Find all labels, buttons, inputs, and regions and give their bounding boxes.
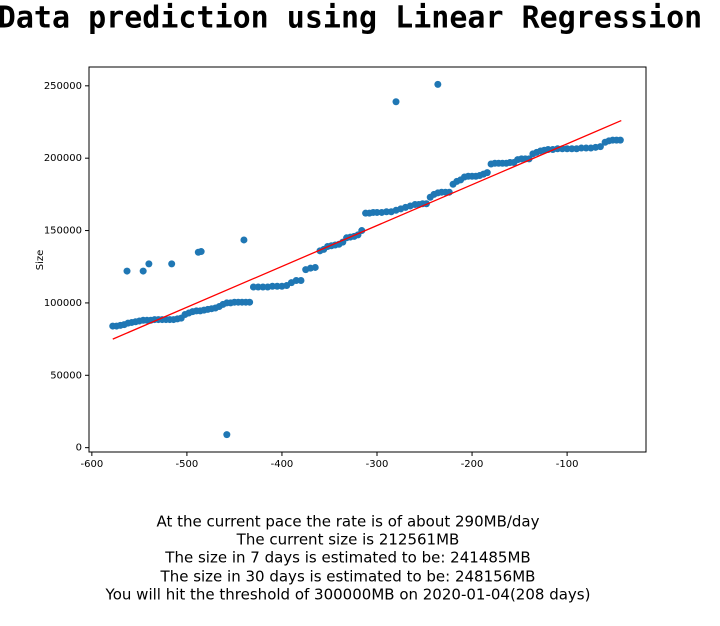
y-tick-label: 100000 bbox=[44, 298, 82, 309]
y-tick-label: 150000 bbox=[44, 226, 82, 237]
y-tick-label: 0 bbox=[76, 443, 82, 454]
y-tick-label: 250000 bbox=[44, 81, 82, 92]
summary-line: The current size is 212561MB bbox=[236, 531, 460, 549]
data-point bbox=[392, 98, 400, 106]
data-point bbox=[223, 431, 231, 439]
x-tick-label: -200 bbox=[461, 459, 484, 470]
data-point bbox=[311, 263, 319, 271]
x-axis-label: Days bbox=[355, 473, 380, 484]
data-point bbox=[240, 236, 248, 244]
data-point bbox=[434, 80, 442, 88]
data-point bbox=[596, 143, 604, 151]
y-axis-label: Size bbox=[35, 250, 46, 271]
y-tick-label: 50000 bbox=[50, 370, 82, 381]
data-point bbox=[616, 136, 624, 144]
plot-frame bbox=[88, 66, 647, 453]
x-tick-label: -500 bbox=[176, 459, 199, 470]
data-point bbox=[145, 260, 153, 268]
summary-line: You will hit the threshold of 300000MB o… bbox=[105, 586, 591, 604]
summary-line: The size in 30 days is estimated to be: … bbox=[160, 568, 536, 586]
data-point bbox=[483, 169, 491, 177]
data-point bbox=[297, 276, 305, 284]
page-title: Data prediction using Linear Regression bbox=[0, 1, 702, 36]
data-point bbox=[168, 260, 176, 268]
x-tick-label: -600 bbox=[80, 459, 103, 470]
x-tick-label: -400 bbox=[271, 459, 294, 470]
data-point bbox=[123, 267, 131, 275]
summary-line: The size in 7 days is estimated to be: 2… bbox=[164, 549, 530, 567]
data-point bbox=[139, 267, 147, 275]
data-point bbox=[246, 298, 254, 306]
data-point bbox=[197, 248, 205, 256]
summary-line: At the current pace the rate is of about… bbox=[156, 513, 539, 531]
y-tick-label: 200000 bbox=[44, 153, 82, 164]
x-tick-label: -300 bbox=[366, 459, 389, 470]
regression-line bbox=[112, 119, 622, 340]
x-tick-label: -100 bbox=[556, 459, 579, 470]
